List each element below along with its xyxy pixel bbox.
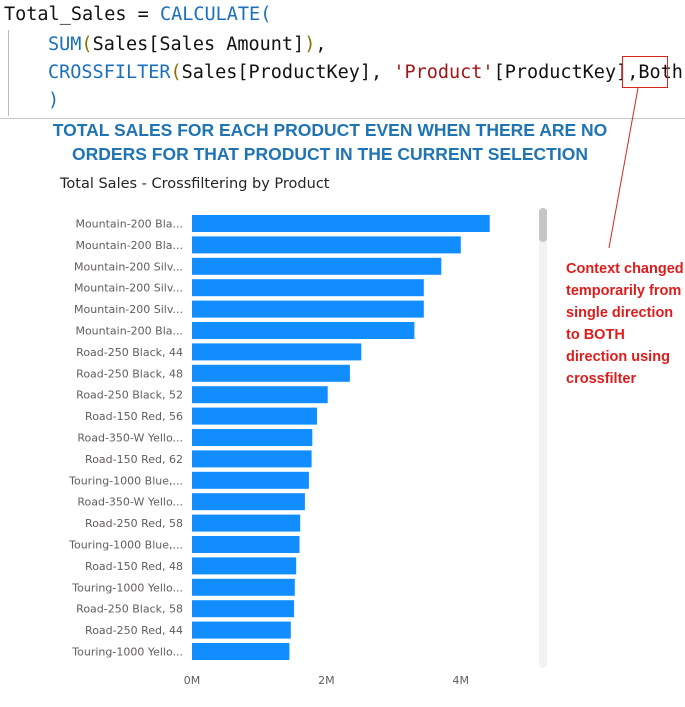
code-line-2: SUM(Sales[Sales Amount]), xyxy=(48,34,326,56)
calculate-open-paren: ( xyxy=(260,4,272,25)
y-tick-label-19: Road-250 Black, 58 xyxy=(76,603,183,616)
bar-10[interactable] xyxy=(192,407,317,425)
x-tick-label-2: 2M xyxy=(318,674,335,687)
crossfilter-table-2: 'Product' xyxy=(393,62,494,83)
chart-title: Total Sales - Crossfiltering by Product xyxy=(60,176,330,192)
bar-15[interactable] xyxy=(192,514,301,532)
indent-guide xyxy=(8,30,9,116)
bar-18[interactable] xyxy=(192,578,295,596)
bar-8[interactable] xyxy=(192,364,350,382)
crossfilter-comma: , xyxy=(627,62,639,83)
bar-17[interactable] xyxy=(192,557,297,575)
crossfilter-open-paren: ( xyxy=(170,62,182,83)
y-tick-label-16: Touring-1000 Blue,... xyxy=(68,539,183,552)
y-tick-label-13: Touring-1000 Blue,... xyxy=(68,474,183,487)
measure-name: Total_Sales xyxy=(4,4,127,25)
sum-comma: , xyxy=(315,34,327,55)
x-tick-label-3: 4M xyxy=(453,674,470,687)
y-tick-label-14: Road-350-W Yello... xyxy=(77,496,183,509)
scrollbar-thumb[interactable] xyxy=(539,208,547,242)
code-line-1: Total_Sales = CALCULATE( xyxy=(4,4,271,26)
crossfilter-close-paren: ) xyxy=(683,62,685,83)
bar-4[interactable] xyxy=(192,279,424,297)
bar-7[interactable] xyxy=(192,343,362,361)
y-tick-label-9: Road-250 Black, 52 xyxy=(76,389,183,402)
bar-chart: Mountain-200 Bla... Mountain-200 Bla... Mo… xyxy=(68,208,547,687)
y-tick-label-8: Road-250 Black, 48 xyxy=(76,367,183,380)
x-tick-label-1: 0M xyxy=(184,674,201,687)
annotation-headline: TOTAL SALES FOR EACH PRODUCT EVEN WHEN T… xyxy=(52,120,608,164)
bar-5[interactable] xyxy=(192,300,424,318)
bar-9[interactable] xyxy=(192,386,328,404)
bar-2[interactable] xyxy=(192,236,461,254)
annotation-note: Context changed temporarily from single … xyxy=(566,261,684,387)
y-tick-label-20: Road-250 Red, 44 xyxy=(85,624,183,637)
bar-11[interactable] xyxy=(192,429,313,446)
bar-14[interactable] xyxy=(192,493,305,511)
scrollbar-track[interactable] xyxy=(539,208,547,668)
crossfilter-separator: , xyxy=(371,62,394,83)
calculate-close-paren: ) xyxy=(48,90,60,111)
crossfilter-direction: Both xyxy=(638,62,683,83)
bar-6[interactable] xyxy=(192,322,415,339)
bar-1[interactable] xyxy=(192,215,490,232)
y-tick-label-18: Touring-1000 Yello... xyxy=(71,581,183,594)
crossfilter-function: CROSSFILTER xyxy=(48,62,171,83)
y-tick-label-17: Road-150 Red, 48 xyxy=(85,560,183,573)
bar-12[interactable] xyxy=(192,450,312,468)
sum-table: Sales xyxy=(92,34,149,55)
assign-operator: = xyxy=(126,4,160,25)
crossfilter-column-2: [ProductKey] xyxy=(493,62,628,83)
sum-close-paren: ) xyxy=(304,34,316,55)
bar-20[interactable] xyxy=(192,621,291,639)
sum-open-paren: ( xyxy=(81,34,93,55)
y-tick-label-5: Mountain-200 Silv... xyxy=(74,303,183,316)
sum-column: [Sales Amount] xyxy=(148,34,305,55)
sum-function: SUM xyxy=(48,34,82,55)
y-tick-label-10: Road-150 Red, 56 xyxy=(85,410,183,423)
y-tick-label-11: Road-350-W Yello... xyxy=(77,432,183,445)
y-tick-label-12: Road-150 Red, 62 xyxy=(85,453,183,466)
y-tick-label-6: Mountain-200 Bla... xyxy=(75,325,183,338)
bar-21[interactable] xyxy=(192,643,290,660)
code-line-3: CROSSFILTER(Sales[ProductKey], 'Product'… xyxy=(48,62,685,84)
y-tick-label-15: Road-250 Red, 58 xyxy=(85,517,183,530)
bar-19[interactable] xyxy=(192,600,295,618)
bar-3[interactable] xyxy=(192,257,442,275)
dax-code-block: Total_Sales = CALCULATE( SUM(Sales[Sales… xyxy=(0,0,685,118)
direction-highlight-box xyxy=(622,56,668,88)
y-tick-label-2: Mountain-200 Bla... xyxy=(75,239,183,252)
code-line-4: ) xyxy=(48,90,59,112)
y-tick-label-4: Mountain-200 Silv... xyxy=(74,282,183,295)
y-tick-label-21: Touring-1000 Yello... xyxy=(71,646,183,659)
y-tick-label-1: Mountain-200 Bla... xyxy=(75,218,183,231)
y-tick-label-7: Road-250 Black, 44 xyxy=(76,346,183,359)
code-divider xyxy=(0,118,685,119)
calculate-function: CALCULATE xyxy=(159,4,261,25)
crossfilter-column-1: [ProductKey] xyxy=(237,62,372,83)
bar-13[interactable] xyxy=(192,471,309,489)
bar-16[interactable] xyxy=(192,536,300,553)
y-tick-label-3: Mountain-200 Silv... xyxy=(74,260,183,273)
crossfilter-table-1: Sales xyxy=(181,62,238,83)
